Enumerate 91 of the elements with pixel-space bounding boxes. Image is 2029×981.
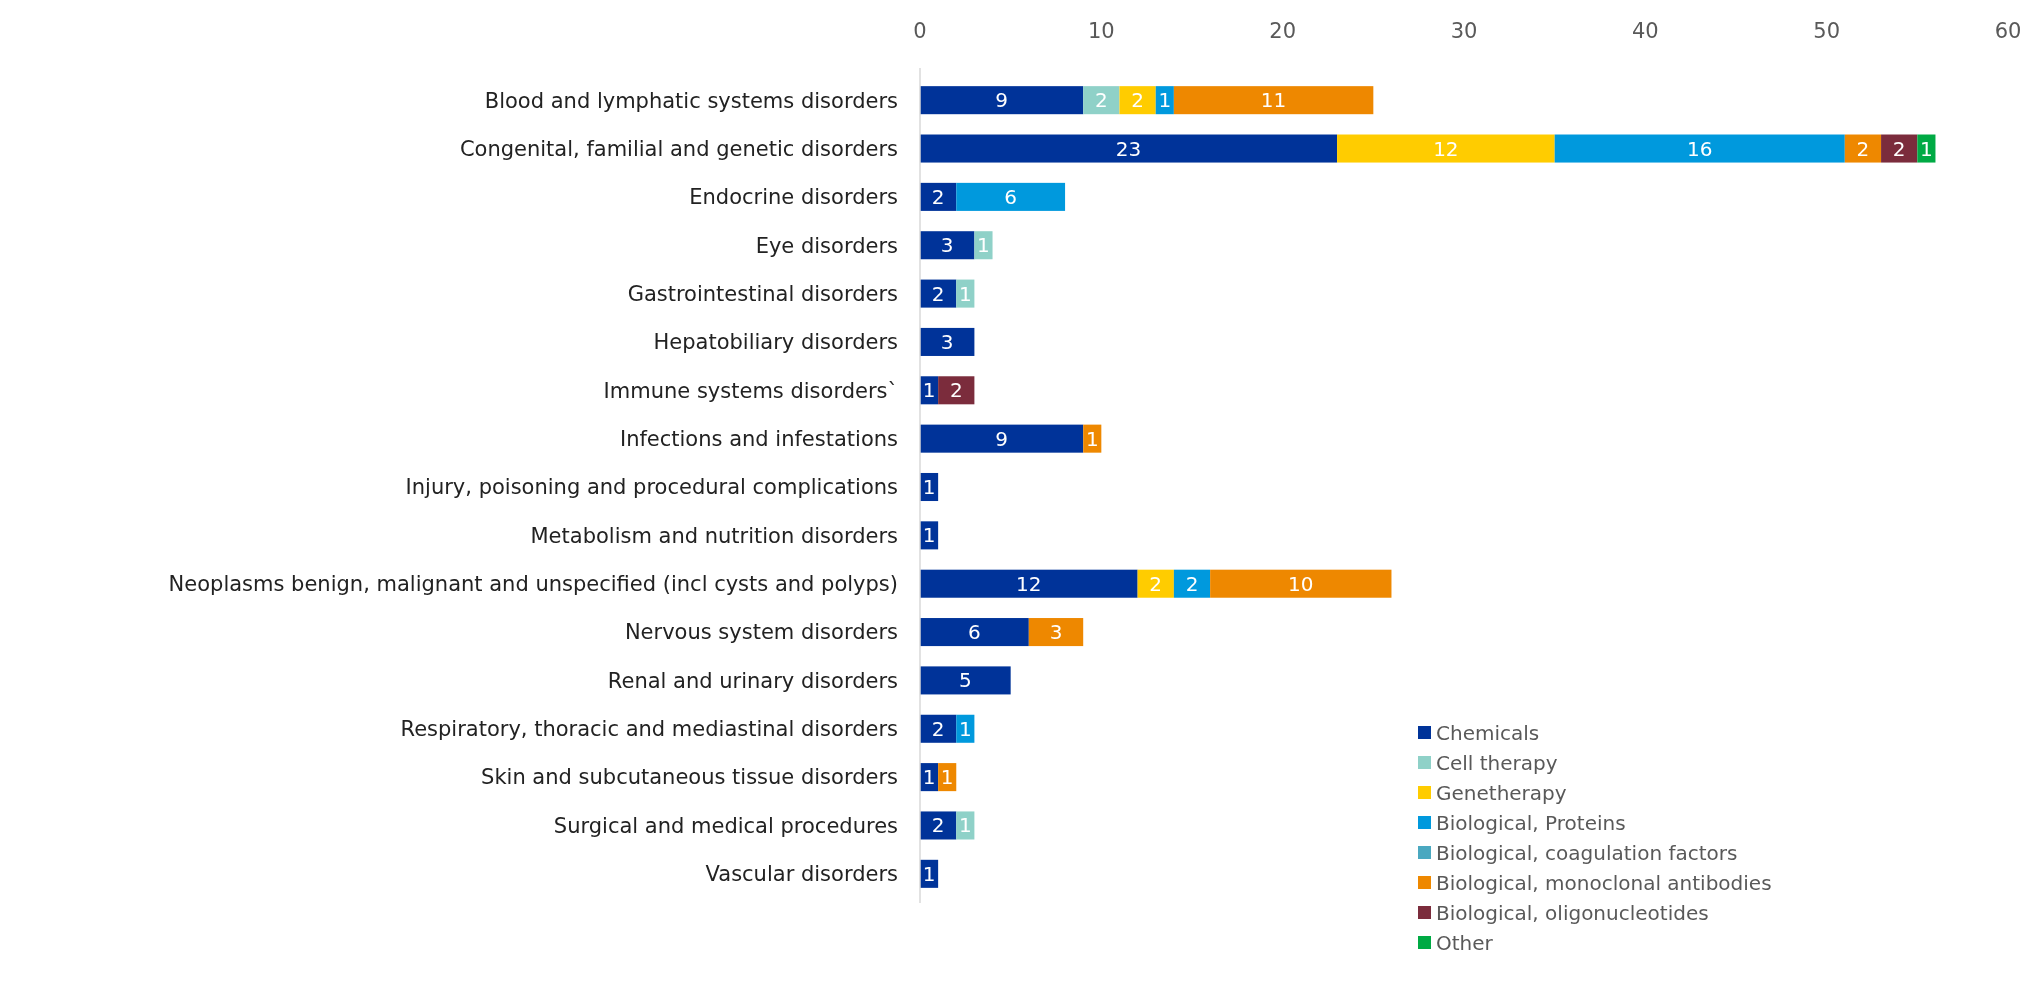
y-tick-label: Surgical and medical procedures <box>553 813 898 838</box>
data-label: 1 <box>922 523 936 548</box>
y-tick-label: Congenital, familial and genetic disorders <box>459 136 898 161</box>
data-label: 10 <box>1288 571 1314 596</box>
data-label: 2 <box>1856 136 1870 161</box>
legend-label: Biological, oligonucleotides <box>1436 901 1709 925</box>
legend-label: Biological, monoclonal antibodies <box>1436 871 1772 895</box>
data-label: 1 <box>958 281 972 306</box>
legend-label: Biological, coagulation factors <box>1436 841 1738 865</box>
bar <box>1119 86 1156 115</box>
bar <box>1173 569 1211 598</box>
y-tick-label: Skin and subcutaneous tissue disorders <box>481 765 898 790</box>
y-tick-label: Metabolism and nutrition disorders <box>530 523 898 548</box>
y-tick-label: Immune systems disorders` <box>603 378 898 403</box>
data-label: 3 <box>1049 620 1063 645</box>
bar <box>1028 618 1084 647</box>
bar <box>956 182 1066 211</box>
bar <box>1554 134 1845 163</box>
y-tick-label: Blood and lymphatic systems disorders <box>484 88 898 113</box>
data-label: 1 <box>1920 136 1933 161</box>
data-label: 1 <box>958 716 972 741</box>
y-tick-label: Endocrine disorders <box>689 185 898 210</box>
bar <box>920 134 1338 163</box>
y-tick-label: Renal and urinary disorders <box>607 668 898 693</box>
y-tick-label: Injury, poisoning and procedural complications <box>405 475 898 500</box>
y-tick-label: Respiratory, thoracic and mediastinal disorders <box>400 717 898 742</box>
data-label: 1 <box>940 765 954 790</box>
x-tick-label: 40 <box>1631 19 1659 43</box>
y-tick-label: Eye disorders <box>755 233 898 258</box>
x-tick-label: 20 <box>1269 19 1297 43</box>
data-label: 12 <box>1016 571 1042 596</box>
bar <box>1881 134 1918 163</box>
bar <box>920 86 1084 115</box>
data-label: 1 <box>922 861 936 886</box>
bar <box>920 666 1011 695</box>
data-label: 2 <box>931 813 945 838</box>
bar <box>920 618 1029 647</box>
data-label: 2 <box>931 281 945 306</box>
bar <box>1137 569 1174 598</box>
data-label: 23 <box>1115 136 1142 161</box>
bar <box>938 376 975 405</box>
data-label: 3 <box>940 329 954 354</box>
legend-label: Genetherapy <box>1436 781 1567 805</box>
legend-label: Other <box>1436 931 1494 955</box>
bar <box>920 327 975 356</box>
data-label: 9 <box>995 426 1008 451</box>
bar <box>1337 134 1555 163</box>
x-tick-label: 50 <box>1813 19 1841 43</box>
y-tick-label: Hepatobiliary disorders <box>653 330 898 355</box>
data-label: 1 <box>922 378 936 403</box>
data-label: 11 <box>1260 88 1287 113</box>
bar <box>1210 569 1392 598</box>
data-label: 2 <box>1149 571 1163 596</box>
x-tick-label: 0 <box>913 19 927 43</box>
y-tick-label: Infections and infestations <box>619 427 898 451</box>
data-label: 1 <box>977 233 990 258</box>
bar <box>920 569 1138 598</box>
data-label: 2 <box>949 378 963 403</box>
data-label: 2 <box>1185 571 1199 596</box>
data-label: 1 <box>922 475 936 499</box>
legend-label: Biological, Proteins <box>1436 811 1626 835</box>
bar <box>920 424 1084 453</box>
data-label: 2 <box>1131 88 1144 113</box>
data-label: 2 <box>931 716 945 741</box>
data-label: 6 <box>968 620 981 645</box>
data-label: 1 <box>958 813 972 838</box>
bar <box>1083 86 1120 115</box>
data-label: 12 <box>1433 136 1459 161</box>
data-label: 2 <box>1094 88 1108 113</box>
y-tick-label: Gastrointestinal disorders <box>627 281 898 306</box>
y-tick-label: Vascular disorders <box>705 862 898 887</box>
legend-label: Cell therapy <box>1436 751 1558 775</box>
bar <box>1844 134 1882 163</box>
data-label: 6 <box>1004 184 1018 209</box>
bar <box>1173 86 1374 115</box>
y-tick-label: Neoplasms benign, malignant and unspecified (incl cysts and polyps) <box>168 572 898 597</box>
data-label: 2 <box>1892 136 1906 161</box>
data-label: 5 <box>958 668 972 693</box>
data-label: 9 <box>995 88 1008 113</box>
data-label: 16 <box>1687 136 1713 161</box>
bar <box>920 231 975 260</box>
x-tick-label: 10 <box>1087 19 1115 43</box>
x-tick-label: 30 <box>1450 19 1478 43</box>
legend-label: Chemicals <box>1436 721 1540 745</box>
data-label: 1 <box>1085 426 1099 451</box>
data-label: 1 <box>922 765 936 790</box>
data-label: 2 <box>931 184 945 209</box>
x-tick-label: 60 <box>1994 19 2022 43</box>
data-label: 3 <box>940 233 954 258</box>
y-tick-label: Nervous system disorders <box>624 620 898 645</box>
data-label: 1 <box>1158 88 1172 113</box>
